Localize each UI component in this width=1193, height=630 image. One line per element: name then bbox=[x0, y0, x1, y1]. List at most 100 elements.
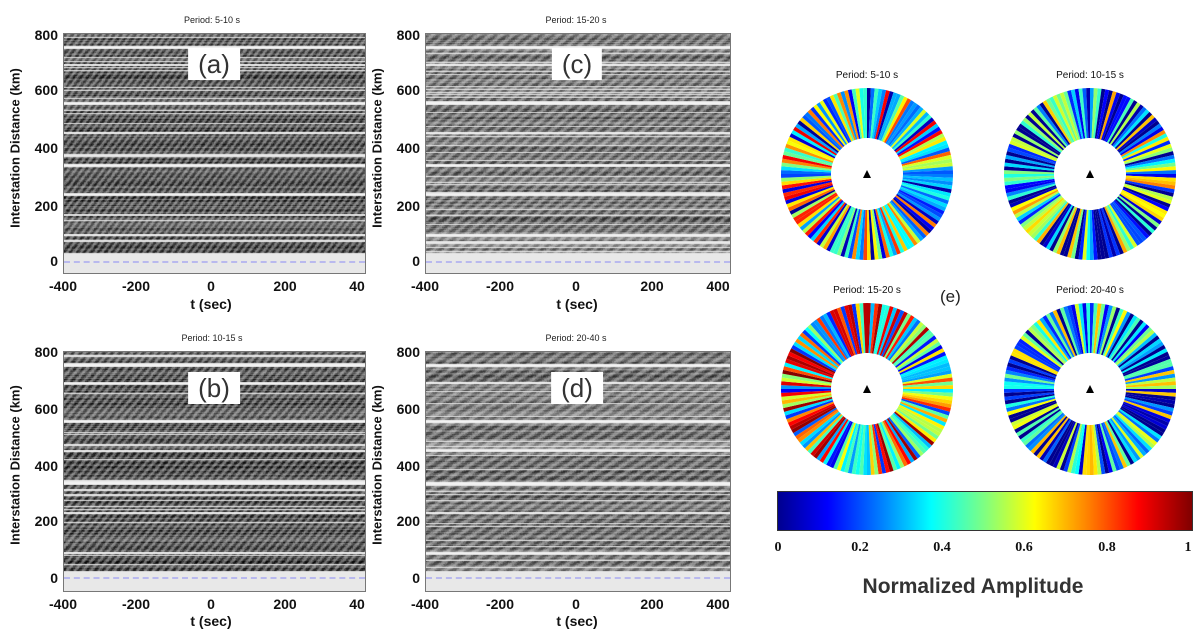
wheel-wedge bbox=[1108, 100, 1138, 144]
wheel-wedge bbox=[1116, 412, 1155, 449]
wheel-wedge bbox=[1018, 123, 1061, 155]
wheel-wedge bbox=[1124, 147, 1173, 165]
wheel-wedge bbox=[900, 401, 948, 423]
xtick: 0 bbox=[207, 278, 215, 294]
wheel-wedge bbox=[829, 94, 853, 142]
wheel-wedge bbox=[847, 89, 861, 139]
wheel-wedge bbox=[833, 422, 855, 470]
wheel-wedge bbox=[1022, 332, 1063, 367]
wheel-wedge bbox=[1117, 411, 1158, 446]
wheel-wedge bbox=[875, 90, 890, 140]
wheel-wedge bbox=[1025, 197, 1064, 234]
wheel-wedge bbox=[1123, 401, 1171, 423]
ytick: 400 bbox=[34, 458, 58, 474]
wheel-wedge bbox=[826, 420, 852, 467]
station-marker bbox=[1086, 385, 1094, 393]
wheel-wedge bbox=[1056, 93, 1078, 141]
wheel-wedge bbox=[1112, 416, 1147, 457]
wheel-wedge bbox=[1020, 195, 1062, 228]
wheel-wedge bbox=[1086, 303, 1090, 354]
wheel-wedge bbox=[1004, 392, 1055, 401]
wheel-wedge bbox=[1022, 196, 1063, 231]
wheel-wedge bbox=[1014, 191, 1060, 219]
wheel-wedge bbox=[1074, 88, 1086, 139]
wheel-wedge bbox=[863, 424, 867, 475]
colorbar bbox=[777, 491, 1193, 531]
wheel-wedge bbox=[1098, 90, 1113, 140]
wheel-wedge bbox=[1016, 407, 1060, 437]
wheel-wedge bbox=[1027, 413, 1066, 452]
wheel-wedge bbox=[1014, 406, 1060, 434]
wheel-wedge bbox=[1125, 390, 1176, 397]
xtick: -400 bbox=[48, 278, 78, 294]
wheel-wedge bbox=[888, 319, 921, 361]
wheel-wedge bbox=[859, 303, 866, 354]
wheel-wedge bbox=[833, 207, 855, 255]
wheel-wedge bbox=[1033, 201, 1068, 242]
panel-b-ylabel: Interstation Distance (km) bbox=[7, 385, 23, 545]
wheel-wedge bbox=[1006, 151, 1056, 166]
panel-c-plot bbox=[425, 33, 731, 274]
wheel-wedge bbox=[791, 129, 837, 157]
wheel-wedge bbox=[1006, 397, 1056, 412]
wheel-wedge bbox=[781, 377, 832, 386]
wheel-wedge bbox=[1111, 202, 1144, 244]
panel-d-ylabel: Interstation Distance (km) bbox=[369, 385, 385, 545]
wheel-wedge bbox=[899, 188, 947, 212]
wheel-wedge bbox=[896, 408, 939, 440]
wheel-wedge bbox=[781, 175, 832, 182]
wheel-wedge bbox=[1004, 390, 1055, 397]
wheel-wedge bbox=[1052, 309, 1076, 357]
wheel-wedge bbox=[1091, 303, 1098, 354]
panel-b-xlabel: t (sec) bbox=[190, 613, 232, 629]
panel-b-title: Period: 10-15 s bbox=[181, 333, 243, 343]
wheel-wedge bbox=[1007, 183, 1056, 201]
colorbar-tick: 0.8 bbox=[1098, 540, 1116, 555]
wheel-wedge bbox=[1005, 154, 1055, 168]
wheel-wedge bbox=[882, 311, 908, 358]
wheel-wedge bbox=[785, 400, 834, 420]
wheel-wedge bbox=[1010, 188, 1058, 212]
wheel-wedge bbox=[886, 203, 918, 246]
wheel-wedge bbox=[1120, 191, 1166, 219]
wheel-wedge bbox=[1124, 397, 1174, 412]
wheel-wedge bbox=[1049, 420, 1075, 467]
wheel-wedge bbox=[1033, 321, 1068, 362]
xtick: -200 bbox=[121, 278, 151, 294]
wheel-wedge bbox=[1091, 424, 1098, 475]
wheel-wedge bbox=[891, 111, 930, 150]
xtick: 200 bbox=[640, 596, 664, 612]
wheel-wedge bbox=[867, 303, 871, 354]
wheel-wedge bbox=[1124, 151, 1174, 166]
colorbar-tick: 0.6 bbox=[1015, 540, 1033, 555]
zero-line bbox=[64, 261, 365, 263]
ytick: 600 bbox=[34, 82, 58, 98]
wheel-wedge bbox=[1091, 88, 1098, 139]
wheel-wedge bbox=[873, 424, 887, 474]
wheel-wedge bbox=[873, 304, 887, 354]
ytick: 400 bbox=[396, 140, 420, 156]
wheel-wedge bbox=[1114, 111, 1153, 150]
wheel-wedge bbox=[884, 419, 912, 465]
wheel-wedge bbox=[1114, 413, 1153, 452]
wheel-wedge bbox=[1104, 309, 1128, 357]
wheel-wedge bbox=[1070, 304, 1084, 354]
wheel-wedge bbox=[1004, 177, 1055, 186]
wheel-wedge bbox=[1125, 385, 1176, 389]
wheel-wedge bbox=[781, 373, 832, 385]
wheel-wedge bbox=[855, 88, 864, 139]
wheel-wedge bbox=[902, 162, 953, 171]
wheel-wedge bbox=[804, 111, 843, 150]
wheel-wedge bbox=[897, 126, 941, 156]
wheel-wedge bbox=[1005, 369, 1055, 383]
ytick: 0 bbox=[50, 570, 58, 586]
wheel-wedge bbox=[899, 136, 947, 160]
wheel-wedge bbox=[1109, 317, 1141, 360]
wheel-wedge bbox=[1056, 308, 1078, 356]
wheel-wedge bbox=[863, 209, 867, 260]
wheel-wedge bbox=[787, 188, 835, 212]
wheel-wedge bbox=[884, 98, 912, 144]
wheel-wedge bbox=[1009, 401, 1057, 423]
wheel-wedge bbox=[855, 303, 864, 354]
wheel-wedge bbox=[840, 306, 858, 355]
